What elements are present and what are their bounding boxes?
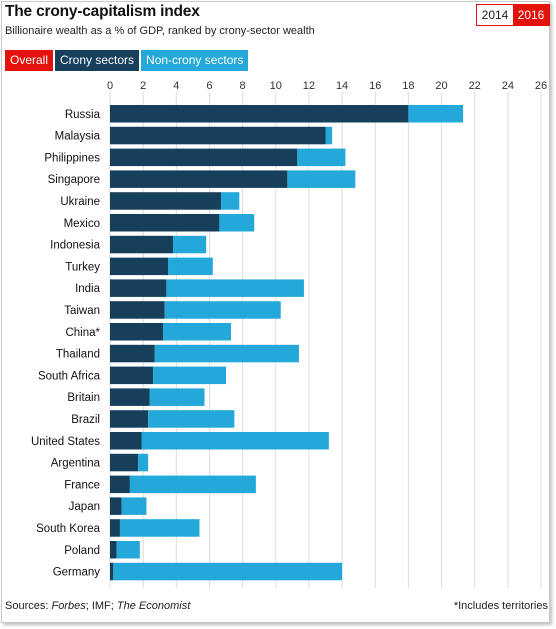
bar-non-crony-sectors: [116, 541, 140, 559]
bar-crony-sectors: [110, 388, 150, 406]
bar-crony-sectors: [110, 475, 130, 494]
bar-non-crony-sectors: [164, 301, 281, 319]
tab-non-crony-sectors[interactable]: Non-crony sectors: [141, 50, 249, 71]
bar-crony-sectors: [110, 541, 117, 559]
category-label: Germany: [53, 567, 101, 579]
sources-imf: ; IMF;: [85, 600, 117, 612]
x-tick-label: 24: [502, 80, 514, 92]
bar-non-crony-sectors: [129, 475, 256, 494]
legend-tabs: Overall Crony sectors Non-crony sectors: [5, 50, 249, 71]
bar-non-crony-sectors: [138, 453, 149, 472]
x-tick-label: 10: [270, 80, 282, 92]
x-tick-label: 8: [240, 80, 246, 92]
category-label: Russia: [65, 109, 101, 121]
x-tick-label: 6: [206, 80, 212, 92]
bar-crony-sectors: [110, 453, 139, 472]
bar-crony-sectors: [110, 410, 149, 428]
bar-non-crony-sectors: [148, 410, 235, 428]
year-toggle: 2014 2016: [476, 4, 550, 26]
x-tick-label: 22: [469, 80, 481, 92]
category-label: Britain: [67, 392, 100, 404]
bar-non-crony-sectors: [153, 366, 227, 385]
x-tick-label: 26: [535, 80, 547, 92]
x-tick-label: 16: [369, 80, 381, 92]
bar-crony-sectors: [110, 519, 120, 537]
bar-non-crony-sectors: [141, 432, 329, 450]
category-label: Japan: [69, 501, 100, 513]
x-tick-label: 14: [336, 80, 348, 92]
x-tick-label: 2: [140, 80, 146, 92]
sources-forbes: Forbes: [51, 600, 86, 612]
bar-crony-sectors: [110, 344, 155, 363]
sources-economist: The Economist: [116, 600, 191, 612]
chart-title: The crony-capitalism index: [5, 3, 200, 20]
category-label: United States: [31, 436, 100, 448]
bar-non-crony-sectors: [149, 388, 205, 406]
sources-note: Sources: Forbes; IMF; The Economist: [5, 600, 190, 612]
bar-non-crony-sectors: [325, 126, 333, 145]
bar-crony-sectors: [110, 126, 326, 145]
x-tick-label: 4: [173, 80, 179, 92]
bars-layer: [110, 105, 464, 581]
bar-crony-sectors: [110, 366, 154, 385]
bar-crony-sectors: [110, 279, 167, 297]
bar-non-crony-sectors: [121, 497, 147, 515]
category-label: Argentina: [51, 458, 101, 470]
category-labels: Russia Malaysia Philippines Singapore Ukrain…: [31, 109, 101, 579]
bar-crony-sectors: [110, 192, 222, 210]
bar-crony-sectors: [110, 170, 288, 188]
bar-non-crony-sectors: [163, 323, 232, 341]
bar-non-crony-sectors: [166, 279, 304, 297]
chart-subtitle: Billionaire wealth as a % of GDP, ranked…: [5, 25, 315, 37]
bar-crony-sectors: [110, 301, 165, 319]
bar-crony-sectors: [110, 562, 114, 581]
category-label: South Africa: [38, 370, 101, 382]
tab-overall[interactable]: Overall: [5, 50, 54, 71]
x-axis-ticks: 0 2 4 6 8 10 12 14 16 18 20 22 24 26: [107, 80, 547, 92]
sources-prefix: Sources:: [5, 600, 52, 612]
category-label: Thailand: [56, 349, 100, 361]
x-tick-label: 20: [435, 80, 447, 92]
category-label: Ukraine: [60, 196, 100, 208]
bar-crony-sectors: [110, 105, 409, 123]
category-label: Indonesia: [50, 240, 100, 252]
category-label: France: [64, 479, 100, 491]
bar-non-crony-sectors: [168, 257, 213, 276]
category-label: China*: [65, 327, 100, 339]
bar-non-crony-sectors: [287, 170, 356, 188]
x-tick-label: 12: [303, 80, 315, 92]
bar-non-crony-sectors: [221, 192, 240, 210]
bar-non-crony-sectors: [297, 148, 346, 167]
year-2016-button[interactable]: 2016: [513, 5, 549, 25]
bar-non-crony-sectors: [113, 562, 343, 581]
bar-crony-sectors: [110, 235, 173, 254]
category-label: Turkey: [65, 261, 100, 273]
bar-crony-sectors: [110, 148, 298, 167]
category-label: Poland: [64, 545, 100, 557]
category-label: Mexico: [64, 218, 100, 230]
category-label: Malaysia: [55, 131, 101, 143]
bar-non-crony-sectors: [408, 105, 464, 123]
x-tick-label: 0: [107, 80, 113, 92]
category-label: South Korea: [36, 523, 101, 535]
bar-non-crony-sectors: [154, 344, 299, 363]
bar-non-crony-sectors: [172, 235, 207, 254]
bar-crony-sectors: [110, 497, 122, 515]
bar-crony-sectors: [110, 432, 142, 450]
bar-crony-sectors: [110, 323, 164, 341]
year-2014-button[interactable]: 2014: [477, 5, 513, 25]
bar-crony-sectors: [110, 257, 169, 276]
footnote: *Includes territories: [453, 600, 548, 612]
category-label: India: [75, 283, 101, 295]
bar-crony-sectors: [110, 214, 220, 232]
category-label: Singapore: [48, 174, 100, 186]
x-tick-label: 18: [402, 80, 414, 92]
category-label: Taiwan: [64, 305, 100, 317]
category-label: Philippines: [44, 152, 100, 164]
category-label: Brazil: [71, 414, 100, 426]
tab-crony-sectors[interactable]: Crony sectors: [55, 50, 140, 71]
bar-non-crony-sectors: [119, 519, 200, 537]
bar-non-crony-sectors: [219, 214, 255, 232]
